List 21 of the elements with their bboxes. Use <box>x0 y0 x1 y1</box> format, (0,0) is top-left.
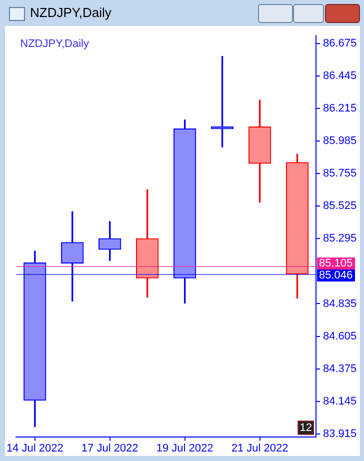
y-tick-label: 84.605 <box>323 330 357 342</box>
ref-line-label: 85.046 <box>319 270 353 282</box>
y-tick-label: 86.445 <box>323 70 357 82</box>
x-tick-label: 21 Jul 2022 <box>231 442 288 454</box>
x-tick-label: 19 Jul 2022 <box>156 442 214 454</box>
y-tick-label: 85.985 <box>323 135 357 148</box>
y-tick-label: 86.675 <box>323 38 357 50</box>
y-tick-label: 85.755 <box>323 168 357 180</box>
y-tick-label: 83.915 <box>323 428 357 440</box>
y-tick-label: 85.525 <box>323 200 357 212</box>
annotation: 12 <box>300 422 312 434</box>
ref-line-label: 85.105 <box>319 258 353 270</box>
y-tick-label: 84.835 <box>323 298 357 310</box>
y-tick-label: 86.215 <box>323 102 357 115</box>
y-tick-label: 84.145 <box>323 395 357 408</box>
y-tick-label: 85.295 <box>323 232 357 245</box>
x-tick-label: 14 Jul 2022 <box>6 442 64 454</box>
x-tick-label: 17 Jul 2022 <box>81 442 138 454</box>
chart-title: NZDJPY,Daily <box>30 5 112 20</box>
y-tick-label: 84.375 <box>323 362 357 375</box>
chart-subtitle: NZDJPY,Daily <box>20 38 90 50</box>
